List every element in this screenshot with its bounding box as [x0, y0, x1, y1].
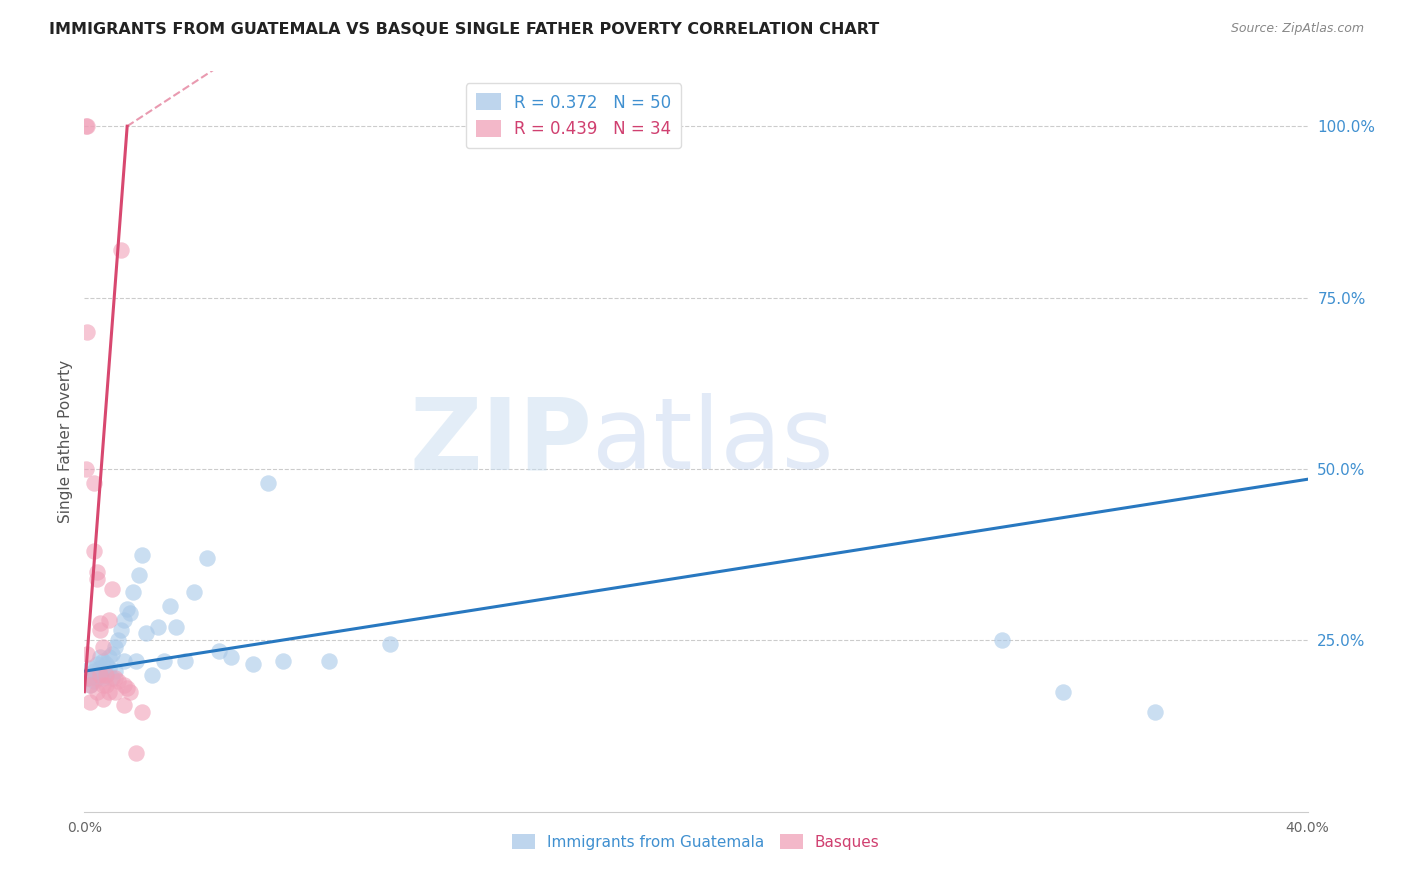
- Point: [101, 647, 124, 661]
- Point: [79, 678, 101, 692]
- Point: [110, 243, 132, 257]
- Point: [141, 667, 163, 681]
- Point: [94, 678, 117, 692]
- Point: [89, 623, 111, 637]
- Point: [1143, 706, 1166, 720]
- Point: [101, 582, 124, 596]
- Point: [110, 623, 132, 637]
- Point: [104, 685, 127, 699]
- Point: [76, 119, 98, 133]
- Point: [257, 475, 280, 490]
- Point: [89, 616, 111, 631]
- Point: [83, 674, 105, 689]
- Point: [115, 602, 138, 616]
- Point: [76, 671, 98, 685]
- Point: [122, 585, 145, 599]
- Point: [91, 654, 114, 668]
- Point: [91, 640, 114, 655]
- Point: [94, 657, 117, 672]
- Point: [76, 325, 98, 339]
- Point: [83, 664, 105, 678]
- Point: [89, 667, 111, 681]
- Point: [131, 548, 153, 562]
- Point: [125, 747, 148, 761]
- Point: [89, 661, 111, 675]
- Point: [107, 633, 129, 648]
- Point: [104, 664, 127, 678]
- Point: [94, 667, 117, 681]
- Point: [115, 681, 138, 696]
- Point: [120, 606, 142, 620]
- Point: [97, 613, 120, 627]
- Point: [101, 671, 124, 685]
- Point: [107, 674, 129, 689]
- Y-axis label: Single Father Poverty: Single Father Poverty: [58, 360, 73, 523]
- Point: [76, 647, 98, 661]
- Point: [135, 626, 157, 640]
- Point: [86, 671, 108, 685]
- Point: [79, 695, 101, 709]
- Point: [104, 640, 127, 655]
- Point: [165, 619, 187, 633]
- Point: [86, 657, 108, 672]
- Point: [991, 633, 1014, 648]
- Point: [128, 568, 150, 582]
- Point: [146, 619, 169, 633]
- Point: [271, 654, 294, 668]
- Point: [125, 654, 148, 668]
- Point: [153, 654, 176, 668]
- Point: [380, 637, 402, 651]
- Point: [97, 650, 120, 665]
- Point: [97, 685, 120, 699]
- Legend: Immigrants from Guatemala, Basques: Immigrants from Guatemala, Basques: [506, 828, 886, 856]
- Point: [91, 678, 114, 692]
- Point: [318, 654, 340, 668]
- Point: [242, 657, 264, 672]
- Point: [75, 119, 97, 133]
- Point: [195, 551, 218, 566]
- Point: [83, 544, 105, 558]
- Point: [97, 661, 120, 675]
- Point: [79, 661, 101, 675]
- Point: [94, 667, 117, 681]
- Point: [112, 678, 135, 692]
- Point: [159, 599, 181, 613]
- Point: [112, 654, 135, 668]
- Point: [79, 678, 101, 692]
- Text: atlas: atlas: [592, 393, 834, 490]
- Text: ZIP: ZIP: [409, 393, 592, 490]
- Point: [86, 685, 108, 699]
- Point: [104, 671, 127, 685]
- Point: [112, 698, 135, 713]
- Point: [75, 462, 97, 476]
- Point: [1052, 685, 1074, 699]
- Point: [76, 667, 98, 681]
- Point: [120, 685, 142, 699]
- Point: [112, 613, 135, 627]
- Point: [86, 667, 108, 681]
- Point: [89, 650, 111, 665]
- Point: [174, 654, 197, 668]
- Point: [208, 643, 231, 657]
- Point: [91, 671, 114, 685]
- Point: [131, 706, 153, 720]
- Point: [91, 691, 114, 706]
- Point: [86, 565, 108, 579]
- Point: [219, 650, 242, 665]
- Point: [83, 475, 105, 490]
- Point: [86, 572, 108, 586]
- Text: IMMIGRANTS FROM GUATEMALA VS BASQUE SINGLE FATHER POVERTY CORRELATION CHART: IMMIGRANTS FROM GUATEMALA VS BASQUE SING…: [49, 22, 880, 37]
- Text: Source: ZipAtlas.com: Source: ZipAtlas.com: [1230, 22, 1364, 36]
- Point: [77, 671, 100, 685]
- Point: [183, 585, 205, 599]
